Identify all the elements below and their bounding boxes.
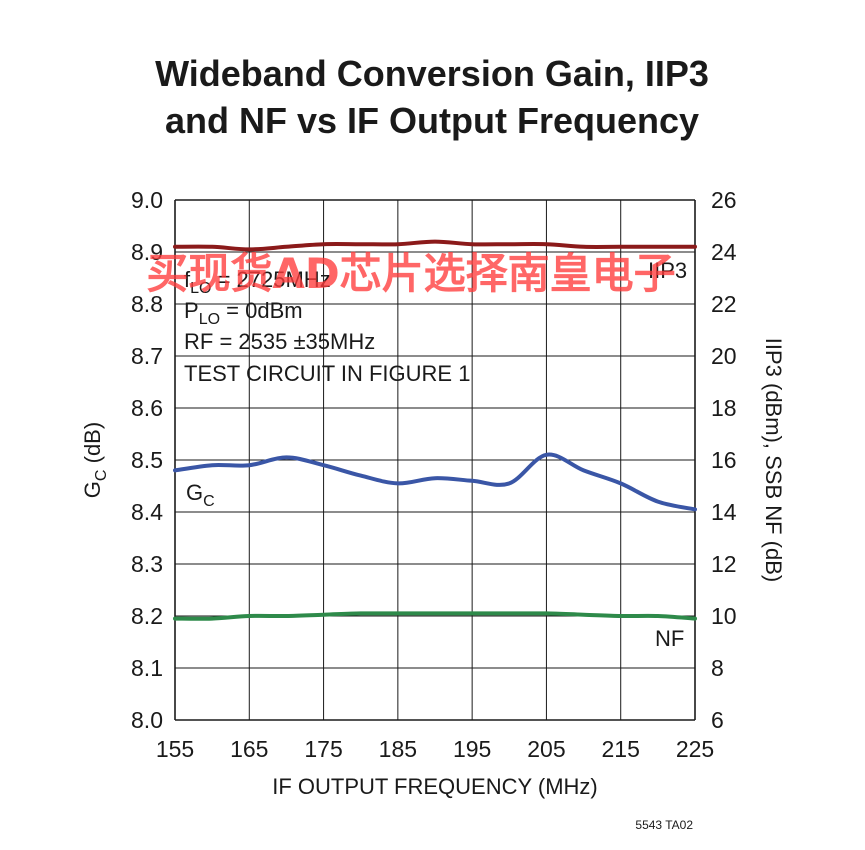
conditions-annotation: fLO = 2725MHz PLO = 0dBm RF = 2535 ±35MH… — [184, 267, 470, 386]
series-lines — [173, 239, 697, 621]
annotation-rf: RF = 2535 ±35MHz — [184, 329, 375, 354]
y-right-tick-label: 14 — [711, 499, 737, 525]
series-line-iip3 — [173, 239, 697, 252]
y-left-tick-label: 8.1 — [131, 655, 163, 681]
y-right-tick-label: 24 — [711, 239, 737, 265]
series-label-iip3: IIP3 — [648, 258, 687, 283]
y-axis-label-left: GC (dB) — [80, 422, 110, 498]
series-label-gc: GC — [186, 480, 215, 510]
chart-title-line1: Wideband Conversion Gain, IIP3 — [155, 53, 709, 94]
annotation-flo: fLO = 2725MHz — [184, 267, 331, 297]
y-left-tick-label: 8.0 — [131, 707, 163, 733]
y-left-tick-label: 8.7 — [131, 343, 163, 369]
y-right-tick-label: 10 — [711, 603, 737, 629]
series-line-nf — [173, 611, 697, 621]
y-right-tick-label: 20 — [711, 343, 737, 369]
y-right-tick-label: 18 — [711, 395, 737, 421]
annotation-test-circuit: TEST CIRCUIT IN FIGURE 1 — [184, 361, 470, 386]
watermark-text: 买现货AD芯片选择南皇电子 — [146, 249, 675, 298]
x-tick-label: 155 — [156, 736, 194, 762]
x-tick-label: 165 — [230, 736, 268, 762]
chart-title-line2: and NF vs IF Output Frequency — [165, 100, 699, 141]
y-right-tick-label: 12 — [711, 551, 737, 577]
series-line-gc — [173, 452, 697, 512]
x-tick-label: 225 — [676, 736, 714, 762]
y-right-tick-label: 8 — [711, 655, 724, 681]
y-left-tick-label: 8.5 — [131, 447, 163, 473]
y-right-tick-label: 22 — [711, 291, 737, 317]
y-left-tick-label: 8.2 — [131, 603, 163, 629]
x-axis-label: IF OUTPUT FREQUENCY (MHz) — [272, 774, 598, 799]
y-left-tick-label: 9.0 — [131, 187, 163, 213]
x-tick-label: 215 — [602, 736, 640, 762]
x-tick-label: 185 — [379, 736, 417, 762]
y-left-tick-label: 8.4 — [131, 499, 163, 525]
y-axis-label-right: IIP3 (dBm), SSB NF (dB) — [761, 338, 786, 583]
figure-code: 5543 TA02 — [635, 818, 693, 832]
x-tick-label: 195 — [453, 736, 491, 762]
y-right-tick-label: 16 — [711, 447, 737, 473]
y-right-tick-label: 6 — [711, 707, 724, 733]
y-right-tick-label: 26 — [711, 187, 737, 213]
annotation-plo: PLO = 0dBm — [184, 298, 303, 328]
tick-labels: 155 165 175 185 195 205 215 225 8.0 8.1 8.2 8.3 8.4 8… — [131, 187, 737, 762]
series-label-nf: NF — [655, 626, 684, 651]
x-tick-label: 175 — [304, 736, 342, 762]
y-left-tick-label: 8.8 — [131, 291, 163, 317]
y-left-tick-label: 8.3 — [131, 551, 163, 577]
x-tick-label: 205 — [527, 736, 565, 762]
y-left-tick-label: 8.9 — [131, 239, 163, 265]
y-left-tick-label: 8.6 — [131, 395, 163, 421]
